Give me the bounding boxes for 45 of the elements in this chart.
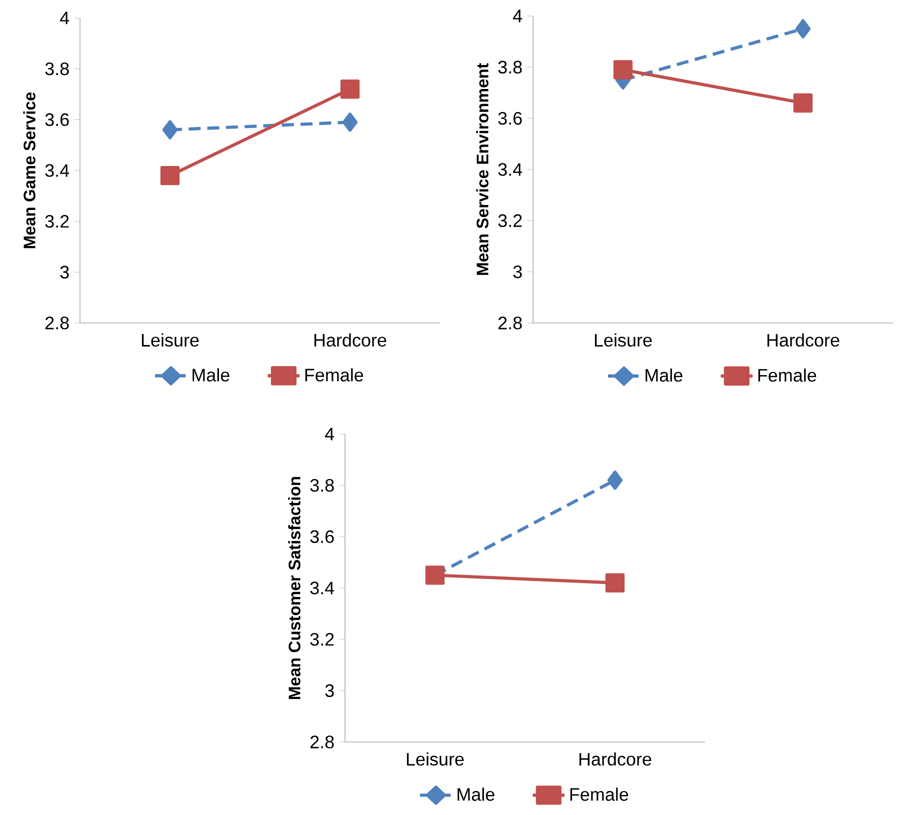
legend-label: Male	[458, 788, 494, 801]
y-tick-label: 3.6	[498, 112, 522, 125]
y-tick-label: 3.6	[310, 530, 334, 544]
y-tick-label: 4	[513, 10, 522, 22]
y-tick-label: 3.2	[45, 214, 69, 228]
y-axis-title: Mean Game Service	[23, 92, 36, 248]
legend-label: Female	[570, 788, 628, 801]
legend-label: Female	[758, 368, 816, 382]
y-tick-label: 2.8	[45, 316, 69, 330]
point	[605, 573, 625, 592]
x-tick-label: Hardcore	[314, 333, 386, 347]
y-tick-label: 3.8	[45, 62, 69, 76]
y-tick-label: 3.4	[498, 163, 522, 176]
y-tick-label: 3.8	[498, 60, 522, 74]
point	[793, 93, 813, 113]
x-tick-label: Leisure	[142, 333, 199, 347]
point	[607, 470, 623, 490]
x-tick-label: Leisure	[594, 333, 652, 347]
y-tick-label: 3.6	[45, 113, 69, 126]
point	[613, 60, 633, 80]
y-tick-label: 3	[325, 684, 334, 698]
x-tick-label: Hardcore	[579, 752, 652, 766]
y-tick-label: 4	[325, 428, 334, 440]
legend-label: Male	[646, 368, 682, 382]
legend-label: Female	[305, 368, 364, 382]
x-tick-label: Hardcore	[767, 333, 840, 347]
y-tick-label: 3.4	[310, 582, 334, 594]
point	[160, 166, 180, 186]
y-tick-label: 3.8	[310, 478, 334, 492]
y-tick-label: 2.8	[310, 736, 334, 748]
y-tick-label: 4	[60, 12, 70, 24]
y-axis-title: Mean Customer Satisfaction	[288, 477, 300, 699]
point	[795, 19, 811, 38]
y-tick-label: 2.8	[498, 316, 522, 330]
y-tick-label: 3.2	[498, 214, 522, 228]
y-tick-label: 3	[513, 265, 522, 278]
point	[340, 80, 360, 99]
y-axis-title: Mean Service Environment	[476, 63, 488, 275]
point	[342, 112, 358, 132]
y-tick-label: 3	[60, 266, 69, 279]
legend-label: Male	[192, 368, 230, 382]
x-tick-label: Leisure	[406, 752, 464, 766]
y-tick-label: 3.2	[310, 632, 334, 646]
y-tick-label: 3.4	[45, 164, 70, 177]
point	[162, 120, 178, 140]
